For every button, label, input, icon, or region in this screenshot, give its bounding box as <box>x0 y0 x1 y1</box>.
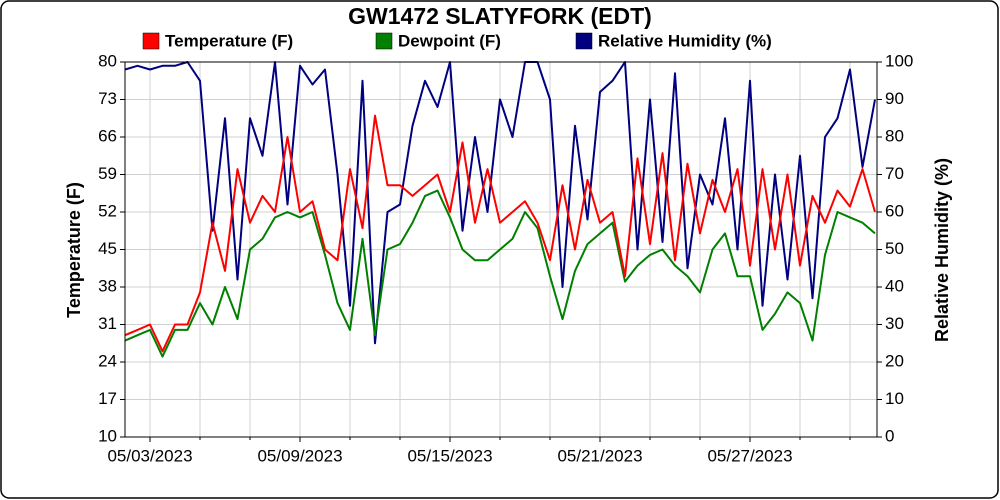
y-tick-label: 24 <box>98 351 117 370</box>
y-tick-label: 80 <box>98 51 117 70</box>
y2-tick-label: 100 <box>885 51 913 70</box>
y-tick-label: 38 <box>98 276 117 295</box>
y2-tick-label: 10 <box>885 389 904 408</box>
y2-tick-label: 0 <box>885 426 894 445</box>
x-tick-label: 05/27/2023 <box>707 446 792 465</box>
legend-label: Dewpoint (F) <box>398 31 501 50</box>
y-axis-title: Temperature (F) <box>64 182 84 318</box>
y-tick-label: 31 <box>98 314 117 333</box>
y2-axis-title: Relative Humidity (%) <box>932 158 952 342</box>
legend-swatch <box>142 32 160 50</box>
y2-tick-label: 20 <box>885 351 904 370</box>
series-line <box>124 189 876 358</box>
y-tick-label: 10 <box>98 426 117 445</box>
legend-label: Temperature (F) <box>165 31 293 50</box>
x-tick-label: 05/21/2023 <box>557 446 642 465</box>
x-tick-label: 05/09/2023 <box>257 446 342 465</box>
y2-tick-label: 90 <box>885 89 904 108</box>
y2-tick-label: 80 <box>885 126 904 145</box>
legend-swatch <box>575 32 593 50</box>
y-tick-label: 17 <box>98 389 117 408</box>
y-tick-label: 52 <box>98 201 117 220</box>
y2-tick-label: 70 <box>885 164 904 183</box>
series-line <box>124 61 876 345</box>
y-tick-label: 59 <box>98 164 117 183</box>
axes: 10 17 24 31 38 45 52 59 66 73 80 0 10 20 30 40 50 60 70 80 9… <box>98 51 913 465</box>
chart-title: GW1472 SLATYFORK (EDT) <box>348 3 652 29</box>
y2-tick-label: 40 <box>885 276 904 295</box>
y2-tick-label: 30 <box>885 314 904 333</box>
legend: Temperature (F) Dewpoint (F) Relative Humi… <box>142 31 772 50</box>
plot-lines <box>124 61 876 358</box>
series-line <box>124 114 876 353</box>
y-tick-label: 73 <box>98 89 117 108</box>
legend-swatch <box>375 32 393 50</box>
x-tick-label: 05/15/2023 <box>407 446 492 465</box>
legend-label: Relative Humidity (%) <box>598 31 772 50</box>
y-tick-label: 45 <box>98 239 117 258</box>
y-tick-label: 66 <box>98 126 117 145</box>
x-tick-label: 05/03/2023 <box>107 446 192 465</box>
y2-tick-label: 50 <box>885 239 904 258</box>
y2-tick-label: 60 <box>885 201 904 220</box>
